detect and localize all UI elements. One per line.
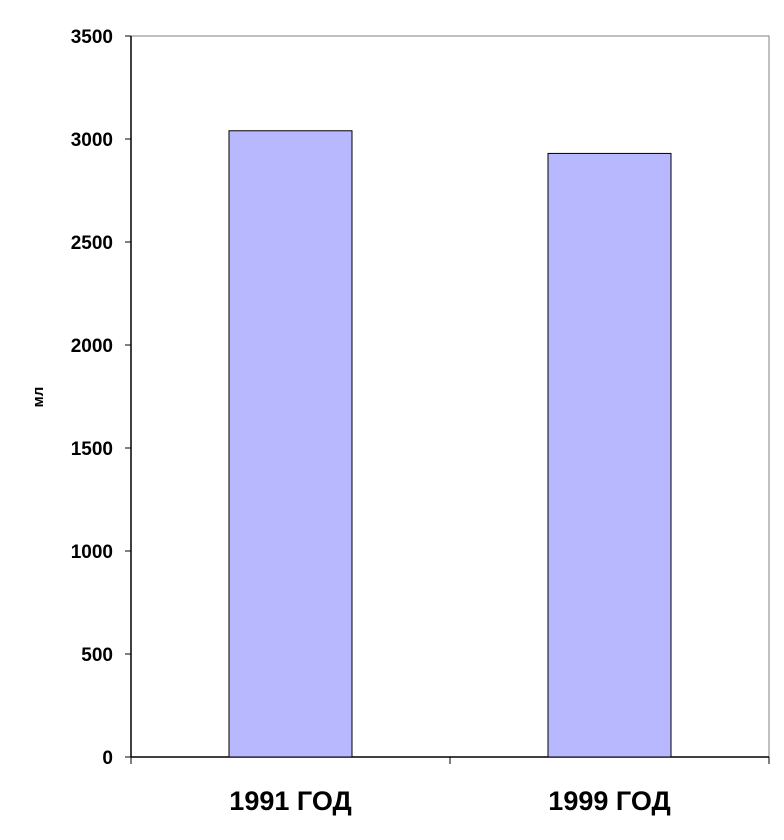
plot-border	[130, 35, 770, 758]
y-tick-label: 3000	[71, 130, 113, 151]
bar-2	[547, 152, 672, 758]
y-tick-label: 2500	[71, 233, 113, 254]
x-axis: 1991 ГОД 1999 ГОД	[130, 757, 770, 816]
plot-area	[130, 35, 770, 758]
y-axis: 0 500 1000 1500 2000 2500 3000 3500	[71, 27, 131, 769]
y-tick-label: 500	[81, 645, 113, 666]
y-tick-label: 3500	[71, 27, 113, 48]
x-category-label: 1991 ГОД	[229, 786, 351, 816]
y-tick-label: 1500	[71, 439, 113, 460]
y-axis-label: мл	[30, 387, 47, 408]
y-tick-label: 2000	[71, 336, 113, 357]
y-tick-label: 1000	[71, 542, 113, 563]
y-tick-label: 0	[102, 748, 113, 769]
bars	[228, 130, 672, 758]
bar-1	[228, 130, 353, 758]
x-category-label: 1999 ГОД	[548, 786, 670, 816]
